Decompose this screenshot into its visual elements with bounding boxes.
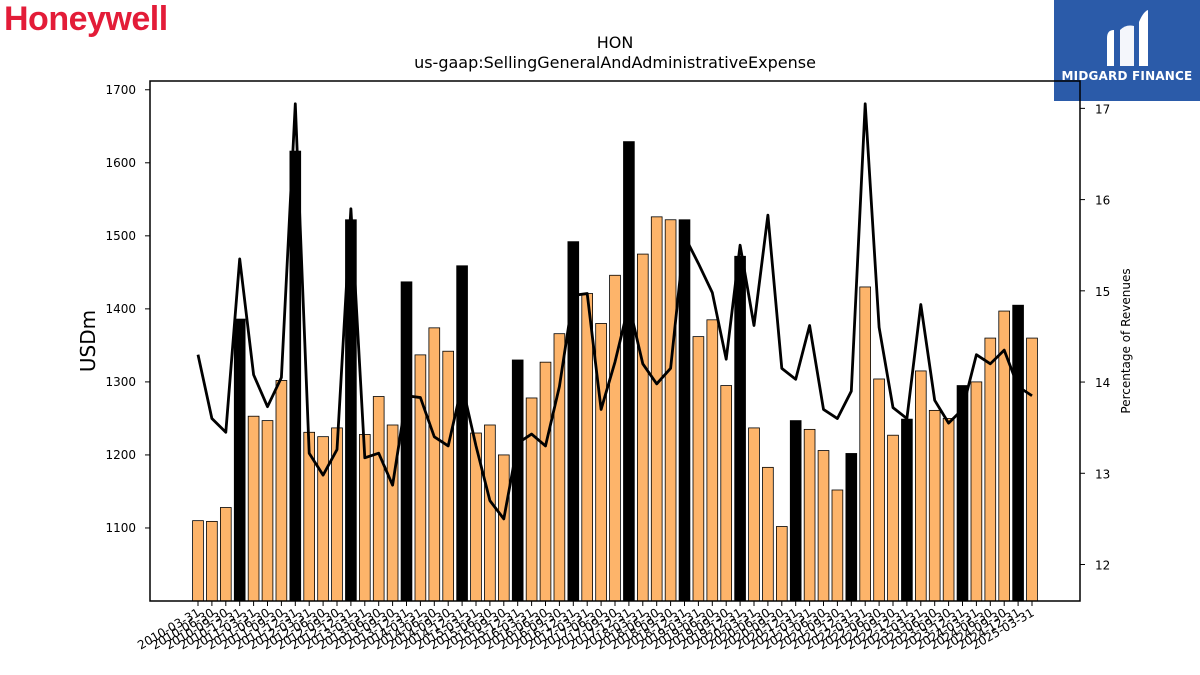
bar-2021-09-30 <box>831 489 844 602</box>
bar-2016-03-31 <box>525 397 538 602</box>
y2-tick-label: 13 <box>1095 467 1110 481</box>
bar-2010-06-30 <box>206 520 218 602</box>
bar-2020-06-30 <box>762 466 774 602</box>
bar-2021-06-30 <box>817 450 830 602</box>
bar-2019-06-30 <box>706 319 719 602</box>
bar-2022-06-30 <box>873 378 885 602</box>
bar-2010-12-31 <box>233 318 246 602</box>
bar-2017-06-30 <box>595 323 607 602</box>
bar-2014-06-30 <box>428 327 441 602</box>
x-axis: 2010-03-312010-06-302010-09-302010-12-31… <box>135 601 1037 652</box>
y-axis-label: USDm <box>76 310 100 372</box>
bar-2021-12-31 <box>845 453 858 602</box>
bar-2023-03-31 <box>915 370 927 602</box>
bar-2013-03-31 <box>358 434 371 602</box>
y2-tick-label: 12 <box>1095 559 1110 573</box>
chart-subtitle: us-gaap:SellingGeneralAndAdministrativeE… <box>414 53 816 72</box>
bar-2014-12-31 <box>456 265 468 602</box>
y2-tick-label: 17 <box>1095 102 1110 116</box>
bar-2013-12-31 <box>400 281 413 602</box>
bar-2011-09-30 <box>275 380 288 602</box>
y-tick-label: 1500 <box>105 229 136 243</box>
line-series-group <box>196 102 1033 521</box>
y-tick-label: 1700 <box>105 83 136 97</box>
bar-2014-09-30 <box>442 350 454 602</box>
bar-2024-03-31 <box>970 381 983 602</box>
bar-2015-12-31 <box>511 359 524 602</box>
bar-2014-03-31 <box>414 354 427 602</box>
bar-2022-03-31 <box>859 286 871 602</box>
bar-2020-12-31 <box>789 420 802 602</box>
bar-2024-12-31 <box>1012 304 1024 602</box>
chart-title: HON <box>597 33 634 52</box>
bar-2020-03-31 <box>748 427 760 602</box>
y2-tick-label: 16 <box>1095 194 1110 208</box>
bar-2019-12-31 <box>734 255 746 602</box>
publisher-name: MIDGARD FINANCE <box>1061 69 1193 83</box>
bar-2025-03-31 <box>1026 337 1038 602</box>
y-tick-label: 1600 <box>105 156 136 170</box>
y-axis-left: 1100 1200 1300 1400 1500 1600 1700 <box>105 83 150 535</box>
bar-2022-12-31 <box>901 418 913 602</box>
midgard-mark-icon <box>1107 10 1148 66</box>
y-tick-label: 1400 <box>105 302 136 316</box>
y-tick-label: 1200 <box>105 448 136 462</box>
bar-2017-09-30 <box>609 274 621 602</box>
bar-2010-03-31 <box>192 520 204 602</box>
bar-2018-06-30 <box>650 216 663 602</box>
y2-axis-label: Percentage of Revenues <box>1119 268 1133 413</box>
bar-2013-09-30 <box>386 424 399 602</box>
bar-2016-06-30 <box>539 361 552 602</box>
y-tick-label: 1300 <box>105 375 136 389</box>
bar-2023-06-30 <box>928 409 941 602</box>
bar-2019-03-31 <box>692 336 705 602</box>
midgard-finance-logo: MIDGARD FINANCE <box>1054 0 1200 101</box>
bar-2018-03-31 <box>637 253 649 602</box>
percentage-line <box>196 102 1033 521</box>
bar-2013-06-30 <box>372 396 385 602</box>
bar-2011-03-31 <box>247 415 260 602</box>
bar-2018-09-30 <box>664 219 677 602</box>
bar-2012-06-30 <box>317 436 329 602</box>
bar-2023-09-30 <box>942 418 955 602</box>
y-tick-label: 1100 <box>105 521 136 535</box>
bar-series <box>192 141 1038 602</box>
y2-tick-label: 14 <box>1095 376 1110 390</box>
bar-2024-06-30 <box>984 337 997 602</box>
bar-2015-06-30 <box>484 424 496 602</box>
bar-2015-09-30 <box>497 454 510 602</box>
y2-tick-label: 15 <box>1095 285 1110 299</box>
bar-2016-09-30 <box>553 333 566 602</box>
bar-2022-09-30 <box>887 434 899 602</box>
bar-2010-09-30 <box>219 507 232 602</box>
bar-2019-09-30 <box>720 385 732 602</box>
bar-2021-03-31 <box>803 428 816 602</box>
bar-2017-03-31 <box>581 293 593 602</box>
honeywell-logo: Honeywell <box>4 0 168 38</box>
bar-2011-06-30 <box>261 420 274 602</box>
bar-2020-09-30 <box>776 526 788 602</box>
y-axis-right: 12 13 14 15 16 17 <box>1080 102 1110 573</box>
bar-2023-12-31 <box>956 385 969 602</box>
bar-2017-12-31 <box>623 141 635 602</box>
